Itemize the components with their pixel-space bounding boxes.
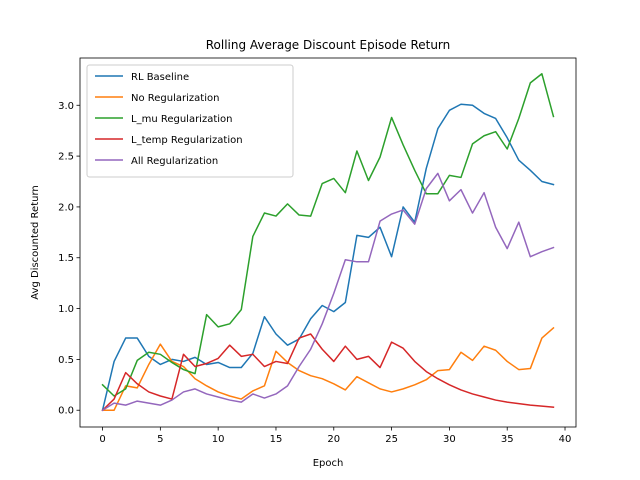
legend-label-1: No Regularization <box>131 93 219 104</box>
x-tick-label: 10 <box>212 434 225 445</box>
x-tick-label: 25 <box>385 434 398 445</box>
series-line-3 <box>101 333 555 412</box>
y-axis: 0.0 0.5 1.0 1.5 2.0 2.5 3.0 <box>58 101 80 417</box>
y-tick-label: 1.5 <box>58 253 74 264</box>
x-tick-label: 15 <box>270 434 283 445</box>
legend-label-4: All Regularization <box>131 156 218 167</box>
legend: RL Baseline No Regularization L_mu Regular… <box>86 64 294 178</box>
x-axis-label: Epoch <box>313 458 344 469</box>
y-tick-label: 0.5 <box>58 355 74 366</box>
series-line-1 <box>101 326 555 411</box>
x-tick-label: 5 <box>157 434 163 445</box>
x-tick-label: 30 <box>443 434 456 445</box>
legend-label-0: RL Baseline <box>131 72 189 83</box>
legend-label-2: L_mu Regularization <box>131 114 233 125</box>
x-tick-label: 20 <box>327 434 340 445</box>
plot-series <box>101 73 555 412</box>
chart-title: Rolling Average Discount Episode Return <box>206 38 451 52</box>
x-axis: 0 5 10 15 20 25 30 35 40 <box>99 427 571 445</box>
y-tick-label: 1.0 <box>58 304 74 315</box>
y-tick-label: 2.5 <box>58 152 74 163</box>
y-tick-label: 3.0 <box>58 101 74 112</box>
y-tick-label: 0.0 <box>58 406 74 417</box>
series-line-4 <box>101 172 555 412</box>
x-tick-label: 40 <box>559 434 572 445</box>
legend-box <box>86 64 294 178</box>
legend-label-3: L_temp Regularization <box>131 135 243 146</box>
x-tick-label: 0 <box>99 434 105 445</box>
series-line-2 <box>101 73 555 397</box>
plot-frame <box>79 57 577 428</box>
y-tick-label: 2.0 <box>58 202 74 213</box>
x-tick-label: 35 <box>501 434 514 445</box>
y-axis-label: Avg Discounted Return <box>30 185 41 299</box>
